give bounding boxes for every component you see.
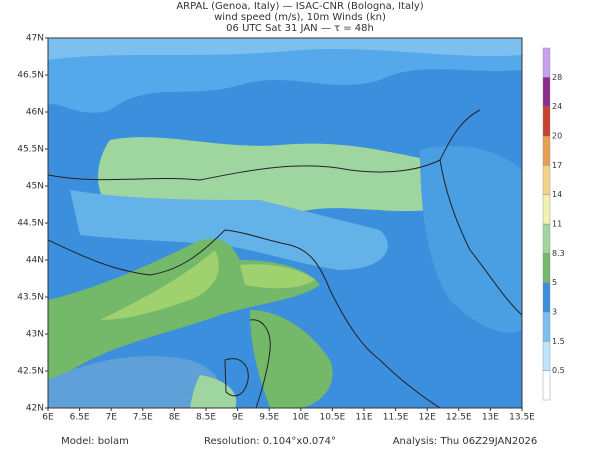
- lat-label: 42N: [26, 404, 44, 414]
- lon-label: 8E: [169, 413, 181, 423]
- colorbar-band: [542, 253, 551, 283]
- colorbar-band: [542, 370, 551, 401]
- footer-item: Resolution: 0.104°x0.074°: [204, 436, 336, 447]
- colorbar-band: [542, 282, 551, 313]
- lon-label: 11E: [355, 413, 372, 423]
- lat-label: 42.5N: [17, 367, 44, 377]
- lon-label: 13E: [482, 413, 499, 423]
- footer-item: Analysis: Thu 06Z29JAN2026: [393, 436, 538, 447]
- lon-label: 9.5E: [259, 413, 279, 423]
- lat-label: 47N: [26, 34, 44, 44]
- colorbar-label: 8.3: [552, 249, 565, 258]
- colorbar-band: [542, 311, 551, 342]
- lon-label: 8.5E: [196, 413, 216, 423]
- lat-label: 45.5N: [17, 145, 44, 155]
- lon-label: 11.5E: [383, 413, 409, 423]
- colorbar-label: 28: [552, 73, 562, 82]
- lat-label: 44.5N: [17, 219, 44, 229]
- colorbar-label: 3: [552, 308, 557, 317]
- lon-label: 6E: [42, 413, 54, 423]
- colorbar-label: 17: [552, 161, 562, 170]
- lat-label: 44N: [26, 256, 44, 266]
- colorbar-label: 11: [552, 220, 562, 229]
- colorbar-label: 20: [552, 132, 562, 141]
- colorbar-band: [542, 47, 551, 78]
- lon-label: 7.5E: [133, 413, 153, 423]
- lon-label: 10E: [292, 413, 309, 423]
- lat-label: 46.5N: [17, 71, 44, 81]
- footer-item: Model: bolam: [61, 436, 129, 447]
- colorbar-band: [542, 194, 551, 225]
- coastlines: [48, 109, 522, 408]
- colorbar-band: [542, 341, 551, 371]
- colorbar-label: 5: [552, 278, 557, 287]
- wind-field: [48, 38, 522, 408]
- header-line: wind speed (m/s), 10m Winds (kn): [214, 12, 386, 23]
- colorbar-band: [542, 135, 551, 166]
- colorbar-band: [542, 223, 551, 254]
- lon-label: 7E: [105, 413, 117, 423]
- colorbar: 0.5 1.5 3 5 8.3 11 14 17 20 24 28: [542, 47, 565, 401]
- lat-label: 43.5N: [17, 293, 44, 303]
- colorbar-label: 24: [552, 102, 562, 111]
- lon-label: 9E: [232, 413, 244, 423]
- header-line: ARPAL (Genoa, Italy) — ISAC-CNR (Bologna…: [176, 1, 423, 12]
- lon-label: 12E: [419, 413, 436, 423]
- lat-label: 43N: [26, 330, 44, 340]
- lon-label: 10.5E: [320, 413, 346, 423]
- lat-label: 46N: [26, 108, 44, 118]
- lon-label: 12.5E: [446, 413, 472, 423]
- colorbar-label: 0.5: [552, 366, 565, 375]
- colorbar-band: [542, 106, 551, 137]
- colorbar-band: [542, 165, 551, 195]
- colorbar-label: 14: [552, 190, 562, 199]
- lat-label: 45N: [26, 182, 44, 192]
- lon-label: 6.5E: [70, 413, 90, 423]
- colorbar-label: 1.5: [552, 337, 565, 346]
- lon-label: 13.5E: [509, 413, 535, 423]
- colorbar-band: [542, 77, 551, 107]
- header-line: 06 UTC Sat 31 JAN — τ = 48h: [226, 23, 374, 34]
